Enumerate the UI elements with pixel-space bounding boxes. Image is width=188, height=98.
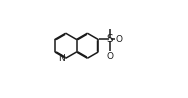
Text: O: O — [116, 35, 123, 44]
Text: S: S — [106, 34, 113, 44]
Text: O: O — [106, 52, 113, 61]
Text: N: N — [58, 54, 65, 63]
